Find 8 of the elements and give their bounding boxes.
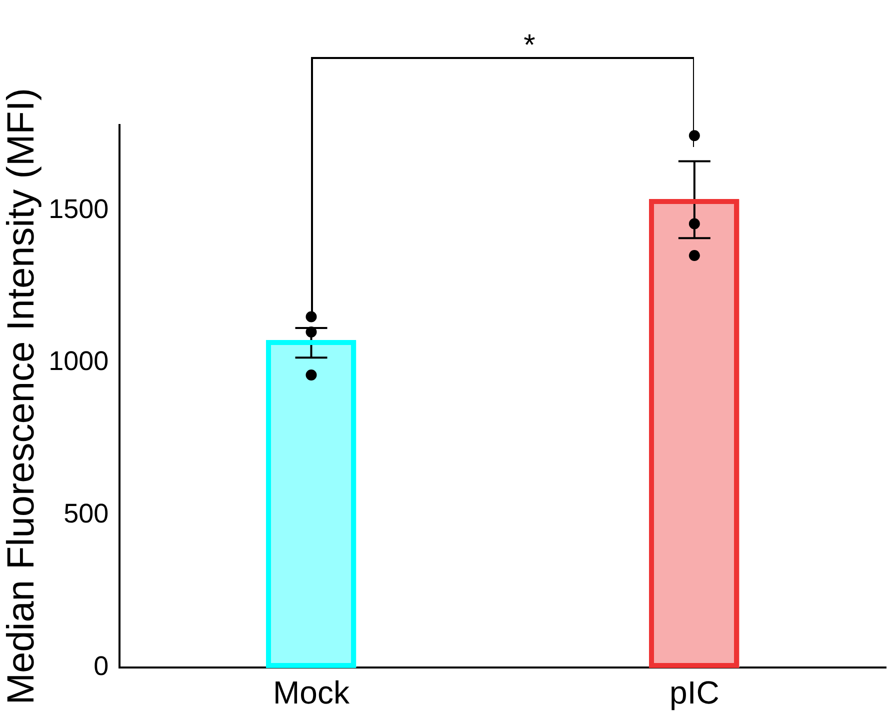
text: *: [524, 29, 536, 62]
y-tick-label: 0: [94, 651, 109, 682]
x-tick-label: pIC: [670, 674, 720, 711]
x-tick-label: Mock: [273, 674, 350, 711]
y-tick-label: 500: [64, 498, 109, 529]
y-tick-label: 1000: [48, 346, 109, 376]
y-axis-title: Median Fluorescence Intensity (MFI): [0, 88, 42, 705]
y-tick-label: 1500: [48, 194, 109, 224]
